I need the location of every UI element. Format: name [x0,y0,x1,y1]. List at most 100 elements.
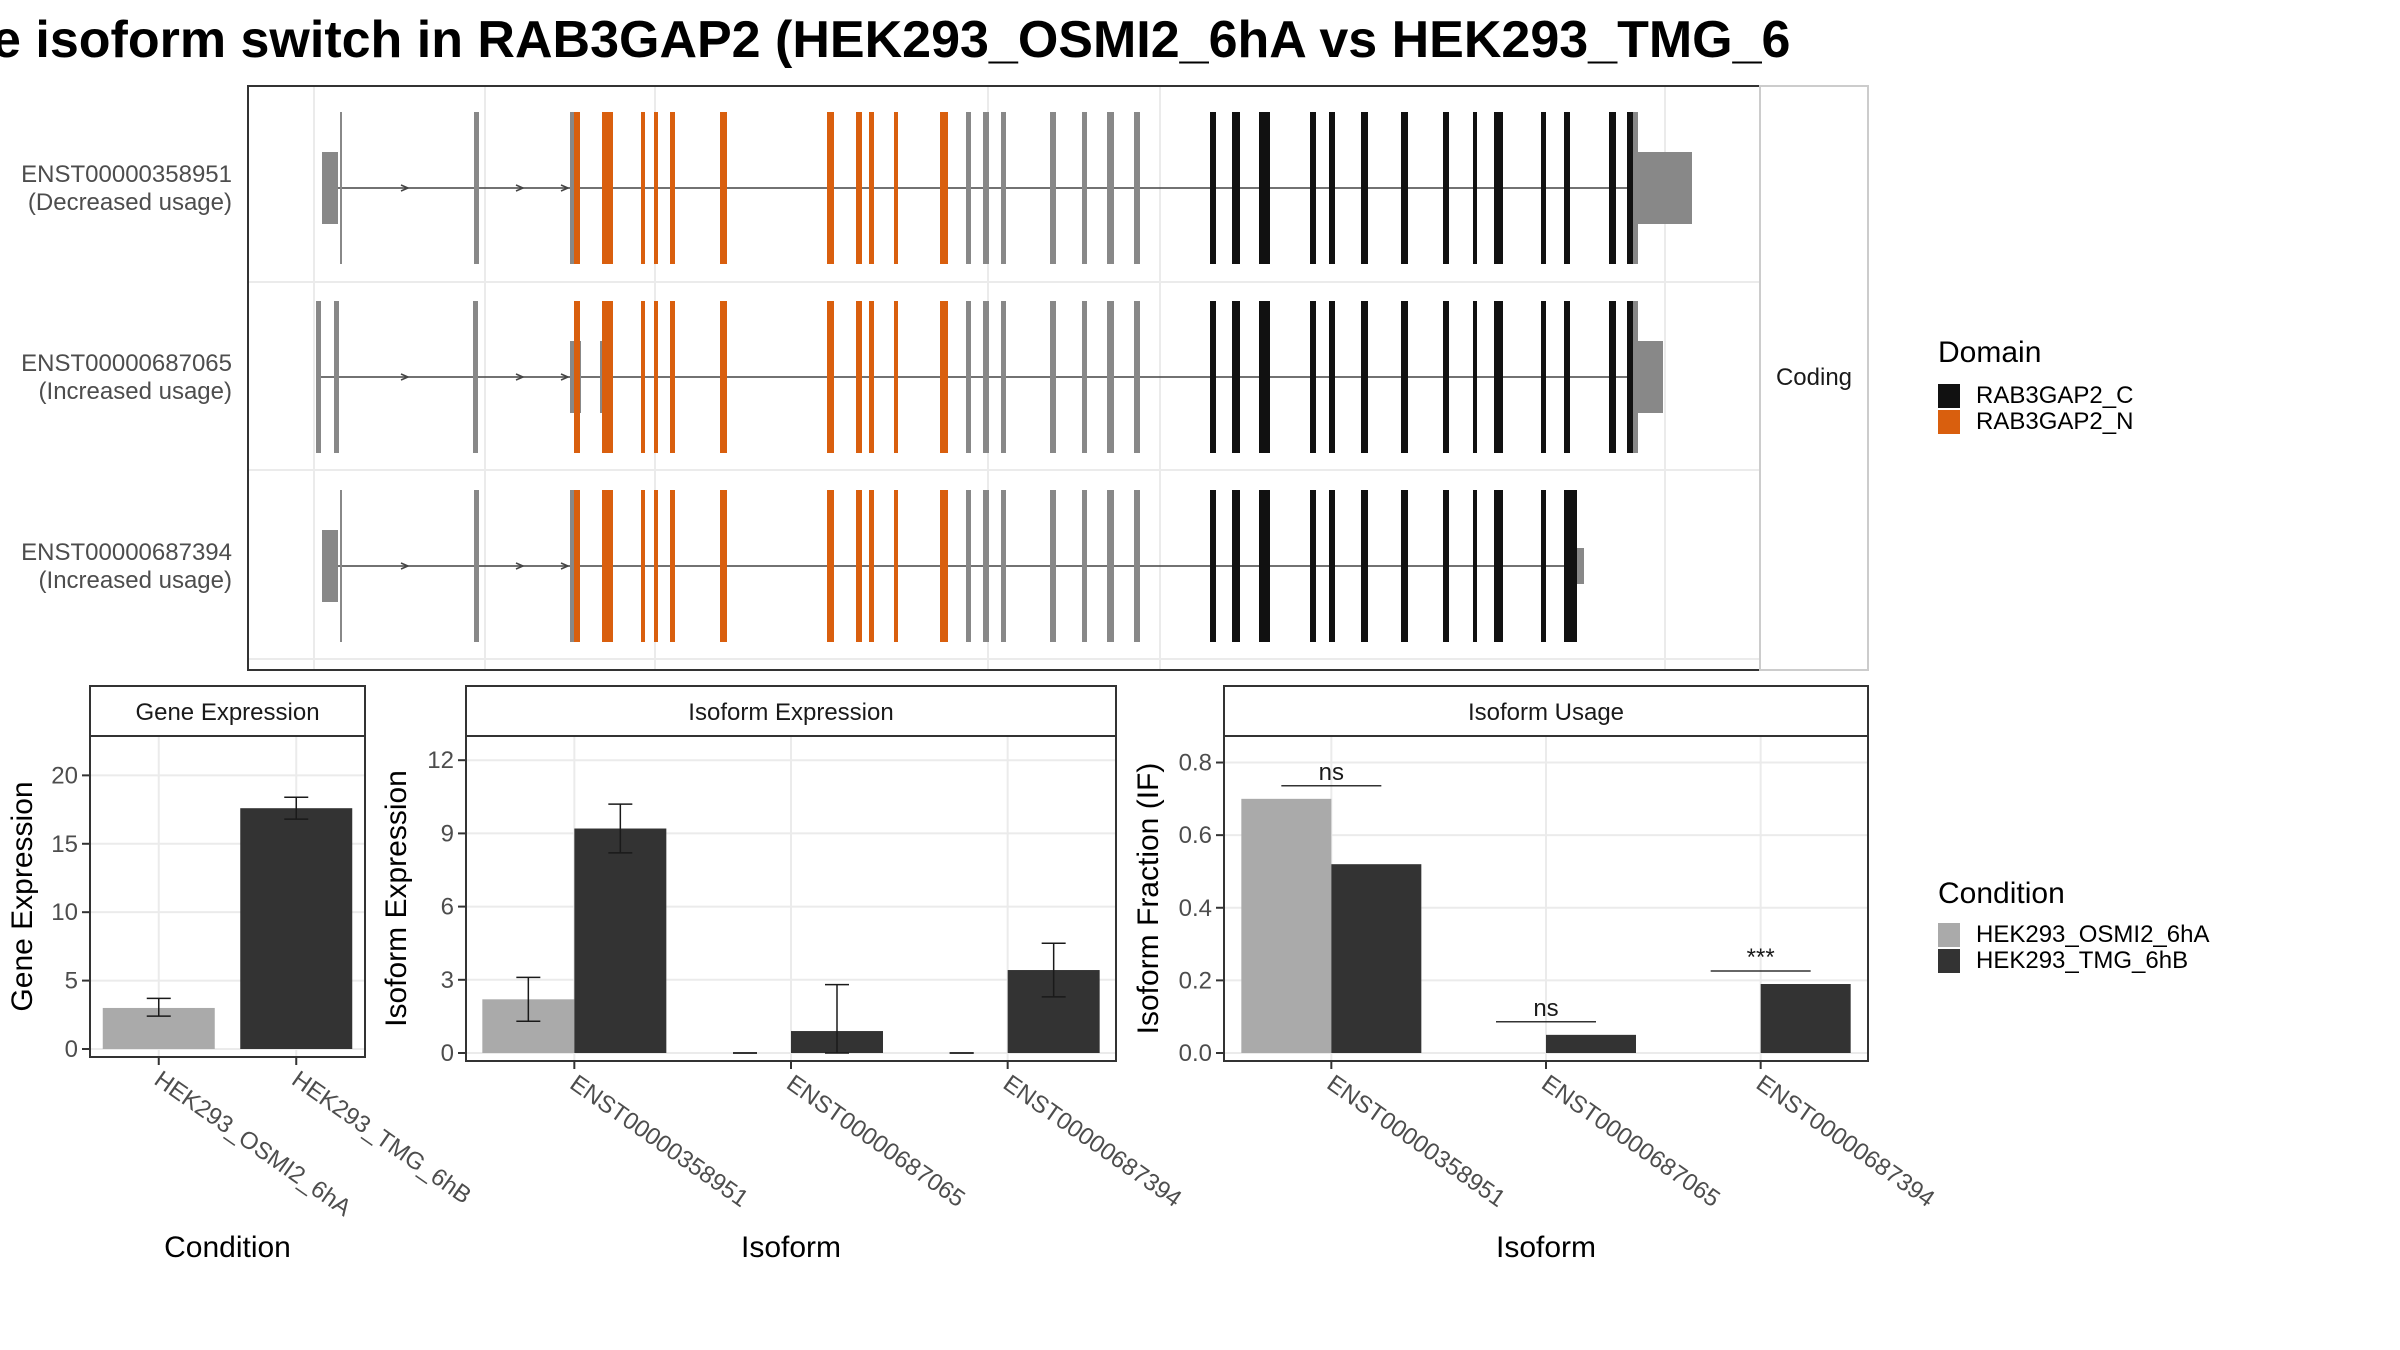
domain-exon-n [827,112,834,264]
y-tick-label: 12 [427,747,454,774]
domain-exon-c [1232,301,1240,453]
y-tick-label: 10 [51,899,78,926]
y-tick-label: 0.0 [1179,1040,1212,1067]
domain-exon-n [641,112,645,264]
y-tick-label: 0 [65,1036,78,1063]
exon [474,112,479,264]
exon [1001,490,1006,642]
domain-exon-c [1494,490,1503,642]
domain-exon-c [1329,301,1335,453]
y-tick-label: 3 [441,967,454,994]
domain-exon-c [1232,112,1240,264]
domain-legend-swatch [1938,384,1960,408]
panel-title: Isoform Usage [1468,699,1624,726]
domain-exon-c [1473,301,1477,453]
exon [340,112,342,264]
significance-label: ns [1319,759,1344,786]
domain-exon-n [720,112,727,264]
domain-exon-n [940,112,948,264]
x-axis-title: Isoform [1496,1231,1596,1264]
domain-exon-n [720,490,727,642]
exon [966,490,971,642]
transcript-structure-panel: Coding ENST00000358951(Decreased usage) EN… [21,85,1869,671]
domain-exon-c [1473,112,1477,264]
exon [966,301,971,453]
exon [1001,112,1006,264]
domain-exon-n [940,490,948,642]
domain-exon-c [1210,301,1216,453]
condition-legend-label: HEK293_TMG_6hB [1976,947,2188,974]
y-tick-label: 0 [441,1040,454,1067]
domain-exon-c [1401,490,1408,642]
domain-exon-c [1259,301,1270,453]
domain-exon-c [1401,112,1408,264]
domain-exon-n [827,490,834,642]
panel-strip [465,685,1117,737]
domain-exon-n [720,301,727,453]
y-tick-label: 9 [441,820,454,847]
x-axis-title: Isoform [741,1231,841,1264]
domain-exon-n [827,301,834,453]
exon [570,490,574,642]
domain-exon-n [602,112,613,264]
panel-border [89,735,366,1058]
domain-exon-c [1232,490,1240,642]
exon [1001,301,1006,453]
coding-strip-label: Coding [1776,364,1852,391]
y-axis-title: Isoform Fraction (IF) [1132,763,1165,1035]
exon [1050,301,1056,453]
strand-arrow [400,184,410,192]
domain-exon-n [574,490,580,642]
exon [322,530,338,602]
domain-exon-c [1627,301,1633,453]
domain-exon-n [940,301,948,453]
strand-arrow [560,562,570,570]
exon [1633,301,1638,453]
domain-exon-n [869,301,874,453]
exon [600,341,603,413]
exon [474,490,479,642]
exon [983,301,989,453]
isoform-usage-note: (Increased usage) [39,378,232,405]
strand-arrow [515,184,525,192]
x-axis-title: Condition [164,1231,291,1264]
y-tick-label: 6 [441,894,454,921]
domain-exon-c [1361,112,1368,264]
isoform-label: ENST00000687065 [21,350,232,377]
x-tick-label: ENST00000358951 [1322,1070,1510,1213]
domain-exon-c [1541,112,1546,264]
domain-exon-c [1329,490,1335,642]
domain-exon-n [670,301,675,453]
bar [574,828,667,1053]
y-tick-label: 0.8 [1179,750,1212,777]
domain-exon-n [602,490,613,642]
domain-exon-c [1310,301,1316,453]
domain-exon-n [856,490,862,642]
strand-arrow [560,373,570,381]
domain-exon-c [1443,490,1449,642]
isoform-usage-plot: Isoform Usage 0.0 0.2 0.4 0.6 0.8 ns ns *** ENST0… [1132,685,1939,1264]
y-tick-label: 0.4 [1179,895,1212,922]
domain-exon-n [894,490,898,642]
domain-exon-n [574,301,580,453]
significance-label: ns [1533,995,1558,1022]
domain-exon-c [1401,301,1408,453]
exon [473,301,478,453]
domain-exon-n [654,490,658,642]
x-tick-label: ENST00000687394 [1751,1070,1939,1213]
strand-arrow [515,373,525,381]
significance-label: *** [1747,944,1775,971]
domain-legend-label: RAB3GAP2_N [1976,408,2133,435]
domain-exon-c [1541,301,1546,453]
bar [1241,798,1332,1053]
domain-exon-c [1564,301,1570,453]
y-tick-label: 5 [65,968,78,995]
domain-exon-n [856,301,862,453]
condition-legend-title: Condition [1938,877,2065,910]
panel-title: Isoform Expression [688,699,893,726]
domain-exon-c [1609,301,1616,453]
utr-exon [1638,341,1663,413]
exon [1082,112,1087,264]
